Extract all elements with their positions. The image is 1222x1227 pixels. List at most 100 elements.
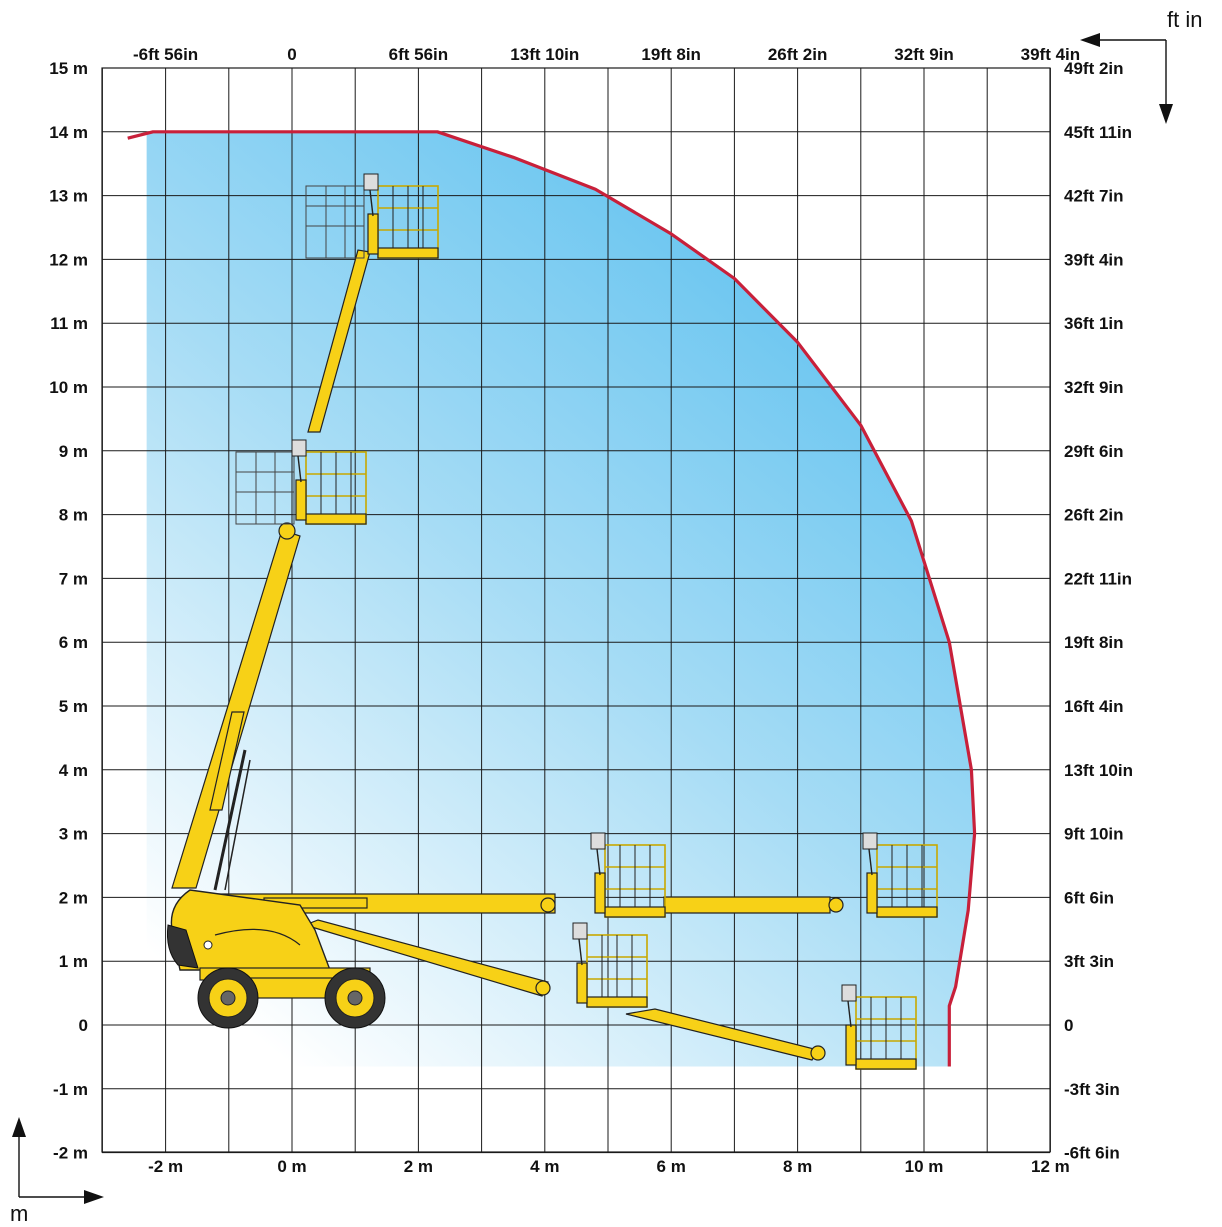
left-tick-label: 13 m	[49, 187, 88, 206]
control-box	[841, 984, 857, 1002]
top-tick-label: 39ft 4in	[1021, 45, 1081, 64]
top-tick-label: 32ft 9in	[894, 45, 954, 64]
plot-frame	[101, 67, 1051, 1153]
right-axis-labels: 49ft 2in 45ft 11in 42ft 7in 39ft 4in 36ft 1i…	[1064, 59, 1133, 1163]
basket-rail	[297, 455, 302, 483]
right-tick-label: 16ft 4in	[1064, 697, 1124, 716]
top-tick-label: 13ft 10in	[510, 45, 579, 64]
basket-bracket	[367, 213, 379, 255]
basket-rail	[868, 848, 873, 876]
right-tick-label: 49ft 2in	[1064, 59, 1124, 78]
right-tick-label: 32ft 9in	[1064, 378, 1124, 397]
boom-section	[209, 711, 245, 811]
left-tick-label: 15 m	[49, 59, 88, 78]
left-tick-label: -1 m	[53, 1080, 88, 1099]
working-envelope-area	[146, 131, 975, 1067]
boom-lift-machine	[167, 173, 938, 1070]
boom-joint	[535, 980, 551, 996]
basket-floor	[377, 247, 439, 259]
right-tick-label: 36ft 1in	[1064, 314, 1124, 333]
left-tick-label: -2 m	[53, 1144, 88, 1163]
bottom-tick-label: -2 m	[148, 1157, 183, 1176]
boom-section	[663, 896, 831, 914]
bottom-axis-labels: -2 m 0 m 2 m 4 m 6 m 8 m 10 m 12 m	[148, 1157, 1070, 1176]
front-wheel	[324, 967, 386, 1029]
top-tick-label: -6ft 56in	[133, 45, 198, 64]
right-tick-label: 9ft 10in	[1064, 825, 1124, 844]
left-tick-label: 10 m	[49, 378, 88, 397]
left-tick-label: 7 m	[59, 569, 88, 588]
basket-floor	[604, 906, 666, 918]
left-tick-label: 0	[79, 1016, 88, 1035]
left-tick-label: 9 m	[59, 442, 88, 461]
control-box	[363, 173, 379, 191]
left-tick-label: 3 m	[59, 825, 88, 844]
bottom-tick-label: 10 m	[905, 1157, 944, 1176]
basket-floor	[876, 906, 938, 918]
top-tick-label: 6ft 56in	[389, 45, 449, 64]
top-axis-labels: -6ft 56in 0 6ft 56in 13ft 10in 19ft 8in 26ft …	[133, 45, 1080, 64]
control-box	[590, 832, 606, 850]
top-tick-label: 0	[287, 45, 296, 64]
bottom-tick-label: 2 m	[404, 1157, 433, 1176]
right-tick-label: 42ft 7in	[1064, 187, 1124, 206]
left-tick-label: 4 m	[59, 761, 88, 780]
control-box	[572, 922, 588, 940]
left-tick-label: 12 m	[49, 250, 88, 269]
left-axis-labels: 15 m 14 m 13 m 12 m 11 m 10 m 9 m 8 m 7 m 6 m 5 m 4…	[49, 59, 88, 1163]
basket-bracket	[594, 872, 606, 914]
right-tick-label: 6ft 6in	[1064, 888, 1114, 907]
basket-bracket	[295, 479, 307, 521]
basket-bracket	[576, 962, 588, 1004]
left-tick-label: 2 m	[59, 888, 88, 907]
hydraulic-cylinder	[213, 749, 247, 891]
right-tick-label: -6ft 6in	[1064, 1144, 1120, 1163]
chassis-stripe	[214, 928, 301, 946]
basket	[841, 984, 917, 1070]
bottom-tick-label: 8 m	[783, 1157, 812, 1176]
right-tick-label: 45ft 11in	[1064, 123, 1132, 142]
right-tick-label: 22ft 11in	[1064, 569, 1132, 588]
basket	[291, 439, 367, 525]
left-tick-label: 6 m	[59, 633, 88, 652]
bottom-tick-label: 4 m	[530, 1157, 559, 1176]
metric-unit-indicator: m	[10, 1117, 104, 1226]
basket-rail	[369, 189, 374, 217]
left-tick-label: 5 m	[59, 697, 88, 716]
left-tick-label: 8 m	[59, 506, 88, 525]
basket-rail	[596, 848, 601, 876]
hydraulic-cylinder	[224, 759, 251, 891]
boom-section	[303, 919, 549, 997]
basket-bracket	[866, 872, 878, 914]
right-tick-label: 19ft 8in	[1064, 633, 1124, 652]
right-tick-label: 39ft 4in	[1064, 250, 1124, 269]
basket-floor	[305, 513, 367, 525]
basket-outline	[235, 451, 295, 525]
imperial-unit-label: ft in	[1167, 7, 1202, 32]
left-tick-label: 1 m	[59, 952, 88, 971]
control-box	[862, 832, 878, 850]
working-envelope-outline	[127, 130, 977, 1067]
right-tick-label: 3ft 3in	[1064, 952, 1114, 971]
basket-outline	[305, 185, 365, 259]
basket-floor	[855, 1058, 917, 1070]
right-tick-label: 29ft 6in	[1064, 442, 1124, 461]
basket-rail	[578, 938, 583, 966]
right-tick-label: 0	[1064, 1016, 1073, 1035]
basket-bracket	[845, 1024, 857, 1066]
imperial-unit-indicator: ft in	[1080, 7, 1202, 124]
rear-wheel	[197, 967, 259, 1029]
boom-joint	[278, 522, 296, 540]
counterweight	[167, 924, 199, 969]
left-tick-label: 14 m	[49, 123, 88, 142]
bottom-tick-label: 12 m	[1031, 1157, 1070, 1176]
right-tick-label: 13ft 10in	[1064, 761, 1133, 780]
control-box	[291, 439, 307, 457]
left-tick-label: 11 m	[50, 314, 88, 333]
basket	[590, 832, 666, 918]
basket	[572, 922, 648, 1008]
right-tick-label: 26ft 2in	[1064, 506, 1124, 525]
basket	[862, 832, 938, 918]
bottom-tick-label: 0 m	[277, 1157, 306, 1176]
